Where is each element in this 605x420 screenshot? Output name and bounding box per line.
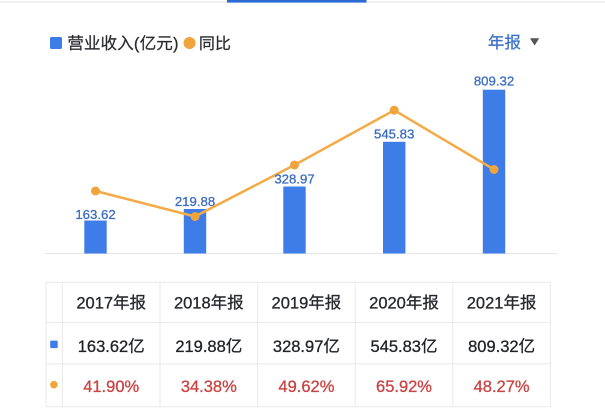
svg-text:2019: 2019 xyxy=(272,294,309,312)
svg-text:2017: 2017 xyxy=(76,294,113,312)
svg-text:219.88: 219.88 xyxy=(175,194,215,209)
svg-text:(: ( xyxy=(134,34,140,53)
svg-text:219.88: 219.88 xyxy=(175,338,225,356)
svg-text:545.83: 545.83 xyxy=(374,126,414,141)
svg-text:2020: 2020 xyxy=(369,294,406,312)
svg-text:34.38%: 34.38% xyxy=(181,378,237,396)
svg-text:809.32: 809.32 xyxy=(474,73,514,88)
svg-text:328.97: 328.97 xyxy=(274,172,314,187)
svg-text:): ) xyxy=(173,34,179,53)
svg-text:2018: 2018 xyxy=(174,294,211,312)
svg-text:545.83: 545.83 xyxy=(371,338,421,356)
svg-text:809.32: 809.32 xyxy=(468,338,518,356)
svg-text:328.97: 328.97 xyxy=(273,338,323,356)
svg-text:65.92%: 65.92% xyxy=(376,378,432,396)
svg-text:48.27%: 48.27% xyxy=(474,378,530,396)
svg-text:2021: 2021 xyxy=(467,294,504,312)
svg-text:163.62: 163.62 xyxy=(78,338,128,356)
svg-text:163.62: 163.62 xyxy=(75,207,115,222)
svg-text:41.90%: 41.90% xyxy=(83,378,139,396)
svg-text:49.62%: 49.62% xyxy=(278,378,334,396)
